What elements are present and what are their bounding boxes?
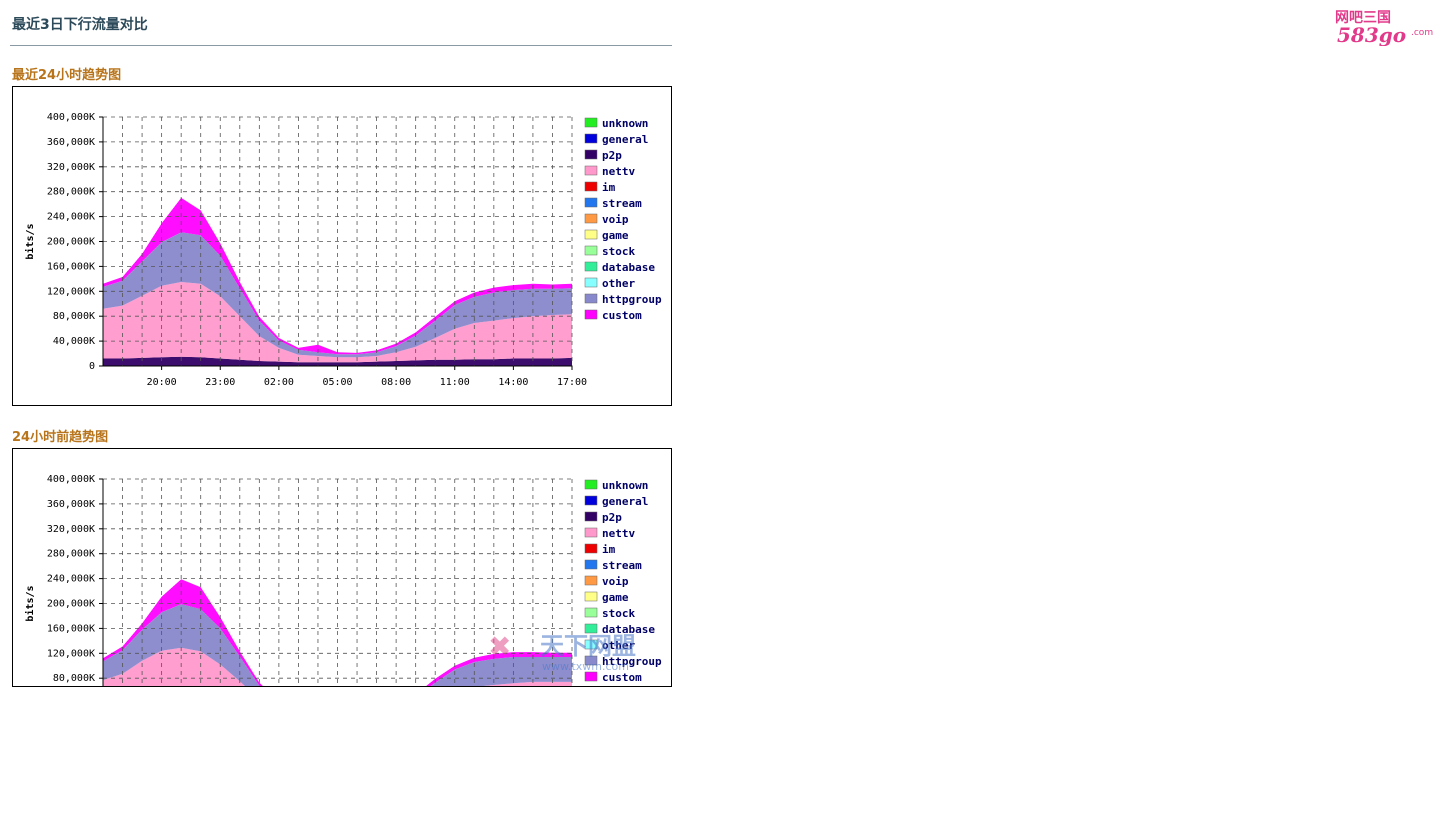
series-area-nettv (103, 647, 572, 686)
legend-swatch-p2p (584, 511, 598, 522)
legend-label-database: database (602, 261, 655, 274)
legend-label-p2p: p2p (602, 149, 622, 162)
legend-swatch-stream (584, 197, 598, 208)
x-tick-label: 20:00 (147, 377, 177, 388)
legend-label-database: database (602, 623, 655, 636)
series-area-httpgroup (103, 604, 572, 686)
y-tick-label: 120,000K (47, 286, 95, 297)
legend-swatch-httpgroup (584, 655, 598, 666)
legend-swatch-custom (584, 671, 598, 682)
legend-swatch-general (584, 133, 598, 144)
x-tick-label: 17:00 (557, 377, 587, 388)
legend-label-nettv: nettv (602, 527, 635, 540)
legend-swatch-custom (584, 309, 598, 320)
legend-label-custom: custom (602, 671, 642, 684)
x-tick-label: 14:00 (498, 377, 528, 388)
y-tick-label: 200,000K (47, 237, 95, 248)
legend-label-voip: voip (602, 575, 629, 588)
legend-swatch-voip (584, 213, 598, 224)
y-tick-label: 0 (89, 361, 95, 372)
legend-label-nettv: nettv (602, 165, 635, 178)
logo-suffix-text: .com (1411, 28, 1433, 38)
legend-swatch-stock (584, 245, 598, 256)
x-tick-label: 05:00 (322, 377, 352, 388)
y-tick-label: 280,000K (47, 187, 95, 198)
chart-box-24h-ago: 040,000K80,000K120,000K160,000K200,000K2… (12, 448, 672, 687)
y-tick-label: 400,000K (47, 112, 95, 123)
y-tick-label: 360,000K (47, 499, 95, 510)
x-tick-label: 08:00 (381, 377, 411, 388)
legend-swatch-database (584, 623, 598, 634)
legend-swatch-unknown (584, 479, 598, 490)
legend-label-voip: voip (602, 213, 629, 226)
legend-label-stock: stock (602, 607, 635, 620)
legend-label-unknown: unknown (602, 117, 648, 130)
legend-swatch-httpgroup (584, 293, 598, 304)
legend-swatch-database (584, 261, 598, 272)
legend-swatch-other (584, 277, 598, 288)
logo-top-text: 网吧三国 (1335, 10, 1391, 26)
y-tick-label: 320,000K (47, 524, 95, 535)
logo-main-text: 583go (1337, 23, 1406, 46)
legend-label-stock: stock (602, 245, 635, 258)
section-title-recent-24h: 最近24小时趋势图 (12, 68, 122, 83)
legend-label-httpgroup: httpgroup (602, 293, 662, 306)
legend-swatch-game (584, 591, 598, 602)
legend-label-im: im (602, 543, 616, 556)
y-tick-label: 80,000K (53, 311, 95, 322)
legend-swatch-unknown (584, 117, 598, 128)
legend-label-general: general (602, 133, 648, 146)
legend-label-stream: stream (602, 197, 642, 210)
legend-swatch-general (584, 495, 598, 506)
chart-24h-ago: 040,000K80,000K120,000K160,000K200,000K2… (24, 474, 662, 686)
y-tick-label: 80,000K (53, 673, 95, 684)
legend-swatch-im (584, 181, 598, 192)
section-title-24h-ago: 24小时前趋势图 (12, 430, 109, 445)
y-tick-label: 240,000K (47, 212, 95, 223)
legend-label-other: other (602, 639, 635, 652)
y-tick-label: 120,000K (47, 648, 95, 659)
legend-label-im: im (602, 181, 616, 194)
y-tick-label: 160,000K (47, 261, 95, 272)
legend-swatch-im (584, 543, 598, 554)
y-tick-label: 200,000K (47, 599, 95, 610)
chart-box-recent-24h: 0 40,000K 80,000K 120,000K 160,000K 200,000K 2… (12, 86, 672, 406)
legend-label-general: general (602, 495, 648, 508)
legend-label-httpgroup: httpgroup (602, 655, 662, 668)
y-axis-label: bits/s (24, 585, 36, 621)
legend-swatch-nettv (584, 527, 598, 538)
y-tick-label: 360,000K (47, 137, 95, 148)
legend-swatch-other (584, 639, 598, 650)
x-tick-label: 11:00 (440, 377, 470, 388)
legend-swatch-p2p (584, 149, 598, 160)
legend-label-unknown: unknown (602, 479, 648, 492)
page-title: 最近3日下行流量对比 (12, 17, 148, 33)
y-tick-label: 160,000K (47, 623, 95, 634)
legend-label-other: other (602, 277, 635, 290)
y-tick-label: 280,000K (47, 549, 95, 560)
site-logo[interactable]: 网吧三国 583go .com (1333, 4, 1437, 46)
legend-swatch-game (584, 229, 598, 240)
legend-swatch-stock (584, 607, 598, 618)
legend-label-p2p: p2p (602, 511, 622, 524)
legend-label-stream: stream (602, 559, 642, 572)
chart-recent-24h: 0 40,000K 80,000K 120,000K 160,000K 200,000K 2… (24, 112, 662, 388)
legend-label-game: game (602, 229, 629, 242)
y-tick-label: 40,000K (53, 336, 95, 347)
legend-swatch-nettv (584, 165, 598, 176)
y-tick-label: 320,000K (47, 162, 95, 173)
legend-label-custom: custom (602, 309, 642, 322)
y-axis-label: bits/s (24, 223, 36, 259)
x-tick-label: 23:00 (205, 377, 235, 388)
y-tick-label: 240,000K (47, 574, 95, 585)
legend-label-game: game (602, 591, 629, 604)
legend-swatch-voip (584, 575, 598, 586)
title-divider (10, 45, 672, 46)
legend-swatch-stream (584, 559, 598, 570)
x-tick-label: 02:00 (264, 377, 294, 388)
y-tick-label: 400,000K (47, 474, 95, 485)
